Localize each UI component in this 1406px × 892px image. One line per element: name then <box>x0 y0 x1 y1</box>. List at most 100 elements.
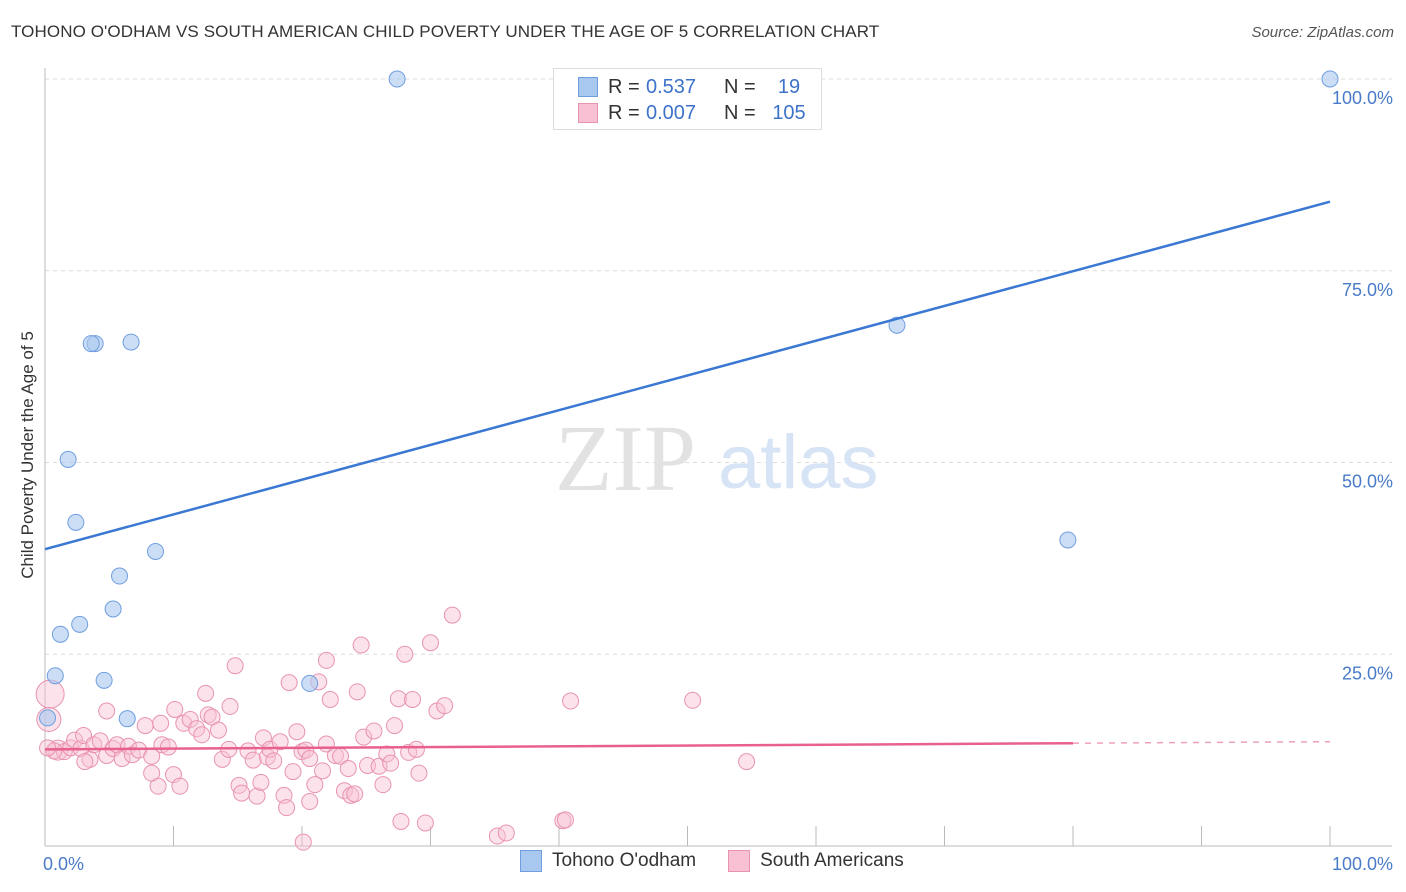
point-south-americans[interactable] <box>166 700 184 718</box>
point-tohono[interactable] <box>59 450 77 468</box>
point-south-americans[interactable] <box>317 651 335 669</box>
point-south-americans[interactable] <box>294 833 312 851</box>
point-south-americans[interactable] <box>396 645 414 663</box>
point-tohono[interactable] <box>118 710 136 728</box>
point-south-americans[interactable] <box>488 827 506 845</box>
point-south-americans[interactable] <box>278 799 296 817</box>
point-south-americans[interactable] <box>321 691 339 709</box>
series-legend: Tohono O'odham South Americans <box>520 850 936 872</box>
point-south-americans[interactable] <box>684 691 702 709</box>
point-south-americans[interactable] <box>301 793 319 811</box>
point-tohono[interactable] <box>1059 531 1077 549</box>
point-south-americans[interactable] <box>284 763 302 781</box>
y-tick-label: 50.0% <box>1342 472 1393 492</box>
stats-row-tohono: R = 0.537 N = 19 <box>554 75 814 99</box>
point-tohono[interactable] <box>39 709 57 727</box>
y-tick-label: 75.0% <box>1342 280 1393 300</box>
point-south-americans[interactable] <box>39 739 57 757</box>
point-south-americans[interactable] <box>265 752 283 770</box>
point-south-americans[interactable] <box>120 737 138 755</box>
point-south-americans[interactable] <box>252 773 270 791</box>
point-south-americans[interactable] <box>562 692 580 710</box>
point-south-americans[interactable] <box>301 750 319 768</box>
point-south-americans[interactable] <box>98 702 116 720</box>
point-south-americans[interactable] <box>35 679 65 709</box>
point-south-americans[interactable] <box>280 674 298 692</box>
legend-swatch-tohono <box>520 850 542 872</box>
point-tohono[interactable] <box>888 316 906 334</box>
stats-swatch <box>578 77 598 97</box>
r-value: 0.537 <box>646 75 697 98</box>
n-value: 19 <box>777 75 801 98</box>
point-south-americans[interactable] <box>76 753 94 771</box>
point-south-americans[interactable] <box>392 812 410 830</box>
point-south-americans[interactable] <box>355 728 373 746</box>
point-south-americans[interactable] <box>226 657 244 675</box>
point-south-americans[interactable] <box>271 733 289 751</box>
point-south-americans[interactable] <box>314 762 332 780</box>
point-tohono[interactable] <box>388 70 406 88</box>
point-south-americans[interactable] <box>407 740 425 758</box>
point-south-americans[interactable] <box>365 722 383 740</box>
point-tohono[interactable] <box>104 600 122 618</box>
point-south-americans[interactable] <box>378 745 396 763</box>
point-south-americans[interactable] <box>248 787 266 805</box>
point-south-americans[interactable] <box>181 710 199 728</box>
x-tick-label-max: 100.0% <box>1332 854 1393 874</box>
point-tohono[interactable] <box>122 333 140 351</box>
point-south-americans[interactable] <box>171 777 189 795</box>
point-south-americans[interactable] <box>288 723 306 741</box>
point-south-americans[interactable] <box>297 741 315 759</box>
point-south-americans[interactable] <box>374 776 392 794</box>
point-tohono[interactable] <box>1321 70 1339 88</box>
watermark-atlas: atlas <box>718 420 879 505</box>
point-south-americans[interactable] <box>233 784 251 802</box>
point-south-americans[interactable] <box>389 690 407 708</box>
point-tohono[interactable] <box>82 335 100 353</box>
legend-item-tohono[interactable]: Tohono O'odham <box>520 850 696 872</box>
point-tohono[interactable] <box>67 513 85 531</box>
point-south-americans[interactable] <box>346 785 364 803</box>
point-tohono[interactable] <box>111 567 129 585</box>
watermark-zip: ZIP <box>555 407 696 511</box>
trend-line-extension <box>1072 740 1331 744</box>
point-south-americans[interactable] <box>152 714 170 732</box>
point-south-americans[interactable] <box>221 697 239 715</box>
point-south-americans[interactable] <box>352 636 370 654</box>
point-south-americans[interactable] <box>136 717 154 735</box>
y-tick-label: 25.0% <box>1342 663 1393 683</box>
point-south-americans[interactable] <box>197 684 215 702</box>
point-south-americans[interactable] <box>209 721 227 739</box>
point-south-americans[interactable] <box>143 764 161 782</box>
trend-line-south-americans <box>44 741 1074 751</box>
point-south-americans[interactable] <box>436 697 454 715</box>
point-south-americans[interactable] <box>443 606 461 624</box>
legend-swatch-south-americans <box>728 850 751 872</box>
point-south-americans[interactable] <box>244 751 262 769</box>
trend-line-tohono <box>44 200 1331 551</box>
point-south-americans[interactable] <box>193 726 211 744</box>
point-south-americans[interactable] <box>556 811 574 829</box>
point-south-americans[interactable] <box>416 814 434 832</box>
point-tohono[interactable] <box>147 542 165 560</box>
point-south-americans[interactable] <box>404 691 422 709</box>
point-south-americans[interactable] <box>339 760 357 778</box>
point-south-americans[interactable] <box>497 824 515 842</box>
point-south-americans[interactable] <box>213 750 231 768</box>
point-south-americans[interactable] <box>410 764 428 782</box>
point-tohono[interactable] <box>301 674 319 692</box>
point-south-americans[interactable] <box>386 717 404 735</box>
point-south-americans[interactable] <box>382 754 400 772</box>
point-south-americans[interactable] <box>422 634 439 652</box>
stats-swatch <box>578 103 598 123</box>
point-south-americans[interactable] <box>738 753 756 771</box>
legend-item-south-americans[interactable]: South Americans <box>728 850 904 872</box>
point-tohono[interactable] <box>51 625 69 643</box>
point-tohono[interactable] <box>46 667 64 685</box>
point-tohono[interactable] <box>71 615 89 633</box>
point-south-americans[interactable] <box>159 738 177 756</box>
point-south-americans[interactable] <box>348 683 366 701</box>
point-tohono[interactable] <box>95 671 113 689</box>
point-south-americans[interactable] <box>306 776 324 794</box>
